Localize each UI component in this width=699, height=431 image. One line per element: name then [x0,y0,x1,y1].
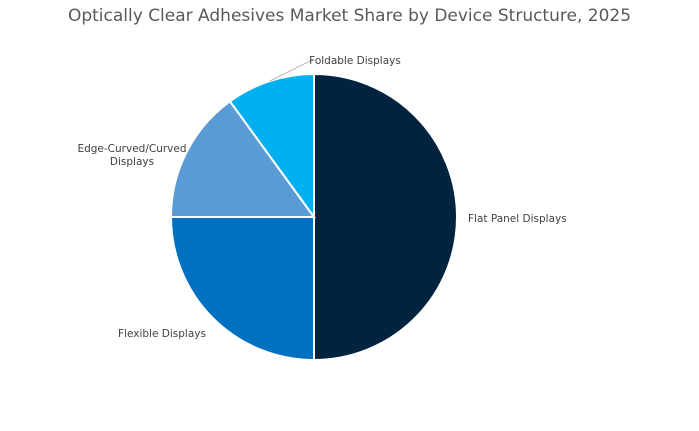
pie-slice-foldable-displays [228,72,315,221]
slice-label: Flat Panel Displays [468,213,567,225]
chart-title: Optically Clear Adhesives Market Share b… [67,6,632,26]
pie-slice-flexible-displays [169,216,315,362]
leader-line [269,60,313,82]
slice-label: Flexible Displays [118,328,206,340]
slice-label: Foldable Displays [309,55,401,67]
slice-label: Edge-Curved/Curved Displays [77,143,186,168]
pie-slice-edge-curved-curved-displays [169,99,316,218]
pie-slice-flat-panel-displays [313,72,458,362]
